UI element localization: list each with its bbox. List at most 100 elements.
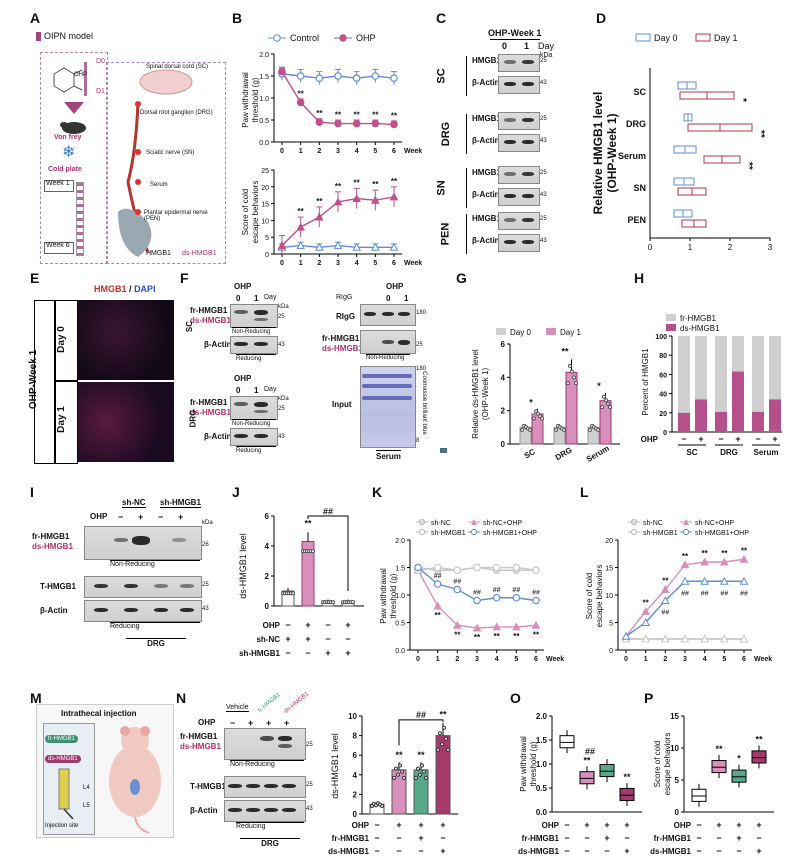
legend-marker — [682, 528, 690, 536]
f-blot-nonreducing — [230, 396, 278, 420]
e-title-dapi: DAPI — [134, 284, 156, 294]
legend-label: sh-NC+OHP — [695, 520, 734, 527]
y-tick-label: 1.5 — [536, 736, 548, 745]
y-tick-label: 10 — [261, 218, 269, 225]
data-point — [700, 557, 710, 566]
significance: ** — [702, 549, 709, 558]
y-tick-label: 2 — [501, 407, 506, 416]
legend-label: sh-NC — [643, 520, 663, 527]
sign: + — [624, 820, 629, 830]
data-point — [531, 620, 541, 629]
data-dot — [392, 775, 396, 780]
x-tick-label: 0 — [416, 656, 420, 663]
panel-label-l: L — [580, 484, 589, 500]
oipn-model-title: OIPN model — [44, 31, 94, 41]
sign: − — [374, 820, 379, 830]
sign: − — [305, 648, 310, 658]
f-mw-43: 43 — [278, 434, 285, 440]
syringe-icon — [58, 768, 74, 819]
c-band — [504, 172, 516, 176]
data-dot — [351, 600, 355, 605]
sign: + — [604, 833, 609, 843]
f-ds-label: ds-HMGB1 — [190, 408, 231, 417]
drug-label-d0: D0 — [96, 58, 105, 65]
f-band — [398, 340, 410, 345]
y-tick-label: 20 — [261, 185, 269, 192]
data-point — [641, 617, 651, 626]
bar-ds — [752, 411, 764, 432]
sign-row-label: ds-HMGB1 — [650, 847, 691, 856]
y-tick-label: 15 — [670, 712, 679, 721]
legend-day0: Day 0 — [654, 33, 678, 43]
i-blot-thmgb1 — [84, 576, 202, 598]
x-tick-label: 1 — [688, 243, 693, 252]
x-axis-label: Week — [404, 148, 422, 155]
sign-row-label: ds-HMGB1 — [328, 847, 369, 856]
n-band — [278, 744, 292, 748]
c-group-sc: SC — [435, 68, 448, 84]
sign-row-label: sh-HMGB1 — [239, 649, 280, 658]
data-point — [641, 634, 651, 643]
data-dot — [416, 766, 420, 771]
data-dot — [538, 414, 542, 419]
f-rigg-label: RIgG — [336, 312, 356, 321]
sign: − — [716, 846, 721, 856]
y-tick-label: 0 — [609, 648, 613, 655]
data-point — [719, 557, 729, 566]
sign: − — [564, 820, 569, 830]
f-scale-bar — [440, 448, 447, 453]
data-point — [473, 596, 481, 605]
von-frey-label: Von frey — [54, 134, 82, 141]
panel-f: OHP 0 1 Day kDa fr-HMGB1 ds-HMGB1 25 Non-Reducin… — [184, 282, 447, 462]
x-tick-label: 2 — [317, 260, 321, 266]
significance: ** — [395, 750, 403, 760]
y-tick-label: 0 — [353, 810, 358, 819]
m-l5: L5 — [83, 803, 90, 809]
x-tick-label: 6 — [392, 148, 396, 155]
h-ylabel: Percent of HMGB1 — [641, 348, 650, 416]
sign: + — [345, 620, 350, 630]
significance: ** — [439, 710, 447, 720]
data-dot — [536, 411, 540, 416]
sign: − — [345, 634, 350, 644]
data-point — [389, 192, 399, 201]
x-tick-label: 0 — [280, 260, 284, 266]
y-tick-label: 2 — [265, 572, 270, 581]
bar-ds — [769, 399, 781, 432]
i-group-shnc: sh-NC — [122, 498, 146, 508]
data-point — [700, 634, 710, 643]
data-dot — [436, 747, 440, 752]
y-tick-label: 0 — [265, 602, 270, 611]
data-point — [314, 242, 324, 251]
data-dot — [534, 409, 538, 414]
panel-n-blot: Vehicle fr-HMGB1 ds-HMGB1 OHP − + + + fr-HMGB1 ds… — [180, 691, 340, 852]
panel-label-i: I — [30, 484, 34, 500]
legend-day0: Day 0 — [510, 328, 531, 337]
n-band — [228, 808, 242, 812]
i-band — [154, 608, 168, 612]
i-sign: − — [158, 512, 164, 522]
bar — [435, 735, 451, 815]
ohp-sign: + — [698, 434, 703, 444]
data-dot — [574, 381, 578, 386]
c-day1: 1 — [524, 41, 530, 51]
panel-label-a: A — [30, 10, 41, 26]
legend-fr: fr-HMGB1 — [680, 314, 717, 323]
significance: ** — [494, 632, 501, 641]
f-serum-mw-25: 25 — [416, 342, 423, 348]
f-mw-8: 8 — [416, 438, 420, 444]
y-tick-label: 0 — [501, 440, 506, 449]
l-ylabel-2: escape behaviors — [595, 565, 604, 628]
data-point — [371, 72, 380, 80]
sign: − — [584, 833, 589, 843]
box — [751, 750, 767, 764]
significance: ## — [740, 590, 748, 597]
x-tick-label: 4 — [355, 260, 359, 266]
sign-row-label: OHP — [352, 821, 370, 830]
significance: ** — [316, 197, 323, 206]
significance: ** — [715, 744, 723, 754]
panel-label-j: J — [232, 484, 240, 500]
box — [731, 769, 747, 783]
y-tick-label: 60 — [659, 372, 667, 379]
